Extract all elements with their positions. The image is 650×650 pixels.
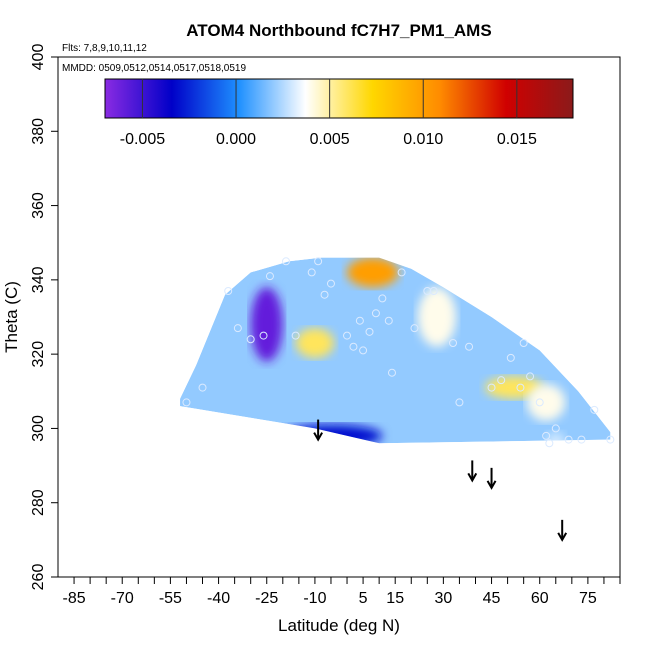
observation-point	[343, 331, 352, 340]
observation-point	[551, 424, 560, 433]
field-hotspot	[279, 424, 383, 444]
colorbar-tick-label: 0.010	[403, 131, 443, 148]
observation-point	[265, 272, 274, 281]
x-axis-label: Latitude (deg N)	[278, 616, 400, 635]
observation-point	[526, 372, 535, 381]
observation-point	[365, 327, 374, 336]
observation-point	[259, 331, 268, 340]
observation-point	[423, 287, 432, 295]
field-hotspot	[417, 287, 457, 347]
field-hotspot	[485, 376, 543, 399]
flights-note: Flts: 7,8,9,10,11,12	[62, 43, 147, 54]
field-layer	[180, 257, 611, 444]
colorbar-tick-label: 0.000	[216, 131, 256, 148]
colorbar	[104, 78, 574, 119]
y-tick-label: 260	[30, 564, 47, 591]
observation-point	[182, 398, 191, 407]
x-tick-label: 5	[359, 590, 368, 607]
observation-point	[410, 324, 419, 333]
observation-point	[371, 309, 380, 318]
observation-point	[326, 279, 335, 288]
tropopause-arrow	[313, 419, 323, 442]
x-axis: -85 -70 -55 -40 -25 -10 5 15 30 45 60 75	[62, 576, 621, 607]
y-tick-label: 280	[30, 489, 47, 516]
observation-point	[397, 268, 406, 277]
field-hotspot	[295, 328, 335, 358]
y-axis: 260 280 300 320 340 360 380 400	[30, 44, 58, 591]
observation-point	[224, 287, 233, 295]
observation-point	[355, 316, 364, 325]
observation-point	[564, 435, 573, 444]
y-tick-label: 300	[30, 415, 47, 442]
field-hotspot	[526, 383, 566, 421]
y-tick-label: 320	[30, 341, 47, 368]
observation-point	[291, 331, 300, 340]
field-hotspot	[546, 432, 566, 444]
tropopause-arrow	[557, 519, 568, 542]
x-tick-label: -25	[255, 590, 278, 607]
chart-title: ATOM4 Northbound fC7H7_PM1_AMS	[186, 21, 491, 40]
observation-point	[497, 376, 506, 385]
x-tick-label: 60	[531, 590, 549, 607]
y-tick-label: 340	[30, 266, 47, 293]
x-tick-label: 45	[483, 590, 501, 607]
observation-point	[519, 339, 528, 347]
colorbar-tick-label: 0.005	[310, 131, 350, 148]
observation-point	[577, 435, 586, 444]
x-tick-label: -85	[62, 590, 85, 607]
field-hotspot	[250, 287, 283, 362]
x-tick-label: -70	[111, 590, 134, 607]
observation-point	[516, 383, 525, 392]
tropopause-arrow	[467, 460, 478, 483]
observation-point	[455, 398, 464, 407]
field-hotspot	[347, 257, 399, 288]
x-tick-label: 75	[579, 590, 597, 607]
observation-point	[359, 346, 368, 355]
observation-point	[307, 268, 316, 277]
observation-point	[314, 257, 323, 266]
x-tick-label: -40	[207, 590, 230, 607]
observation-point	[387, 368, 396, 377]
observation-point	[465, 342, 474, 351]
observation-point	[378, 294, 387, 303]
observation-point	[320, 290, 329, 299]
y-axis-label: Theta (C)	[2, 281, 21, 353]
observation-point	[198, 383, 207, 392]
observation-point	[429, 287, 438, 295]
observation-point	[384, 316, 393, 325]
observation-point	[282, 257, 291, 266]
observation-layer	[182, 257, 615, 448]
observation-point	[535, 398, 544, 407]
colorbar-ticks: -0.005 0.000 0.005 0.010 0.015	[120, 79, 537, 148]
arrow-layer	[313, 419, 568, 542]
x-tick-label: -10	[303, 590, 326, 607]
colorbar-tick-label: -0.005	[120, 131, 165, 148]
observation-point	[449, 339, 458, 347]
observation-point	[606, 435, 615, 444]
tropopause-arrow	[486, 467, 497, 490]
observation-point	[590, 405, 599, 414]
observation-point	[545, 439, 554, 448]
observation-point	[487, 383, 496, 392]
colorbar-tick-label: 0.015	[497, 131, 537, 148]
observation-point	[349, 342, 358, 351]
observation-point	[542, 431, 551, 440]
observation-point	[246, 335, 255, 344]
y-tick-label: 360	[30, 192, 47, 219]
observation-point	[506, 353, 515, 362]
y-tick-label: 400	[30, 44, 47, 71]
x-tick-label: 15	[386, 590, 404, 607]
y-tick-label: 380	[30, 118, 47, 145]
x-tick-label: -55	[159, 590, 182, 607]
observation-point	[233, 324, 242, 333]
dates-note: MMDD: 0509,0512,0514,0517,0518,0519	[62, 63, 246, 74]
x-tick-label: 30	[434, 590, 452, 607]
